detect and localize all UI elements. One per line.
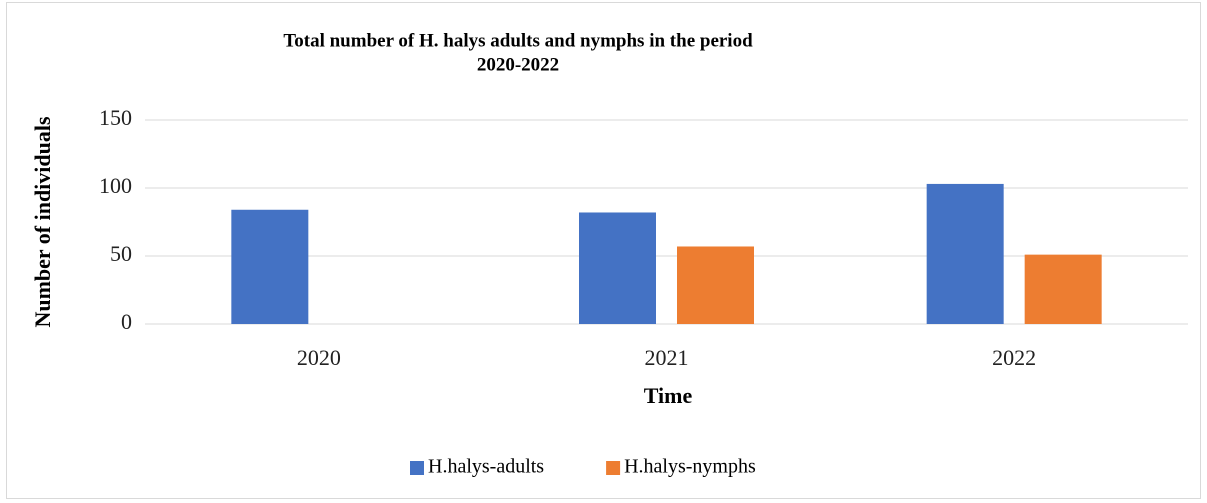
bar [926, 183, 1004, 324]
bar [579, 212, 656, 324]
x-tick-label: 2021 [645, 345, 689, 370]
legend-label: H.halys-nymphs [624, 456, 756, 478]
chart-title: 2020-2022 [477, 54, 559, 75]
bar [677, 246, 754, 324]
bar [231, 209, 309, 324]
legend-label: H.halys-adults [428, 456, 544, 478]
legend-swatch [606, 461, 621, 475]
x-tick-label: 2022 [992, 345, 1036, 370]
y-tick-label: 0 [121, 309, 132, 334]
y-tick-label: 50 [110, 241, 132, 266]
x-tick-label: 2020 [297, 345, 341, 370]
chart-title: Total number of H. halys adults and nymp… [283, 30, 753, 51]
x-axis-title: Time [644, 383, 693, 408]
legend-swatch [410, 461, 424, 475]
bar [1024, 254, 1102, 324]
y-tick-label: 100 [99, 173, 132, 198]
y-axis-title: Number of individuals [30, 116, 55, 328]
y-tick-label: 150 [99, 105, 132, 130]
